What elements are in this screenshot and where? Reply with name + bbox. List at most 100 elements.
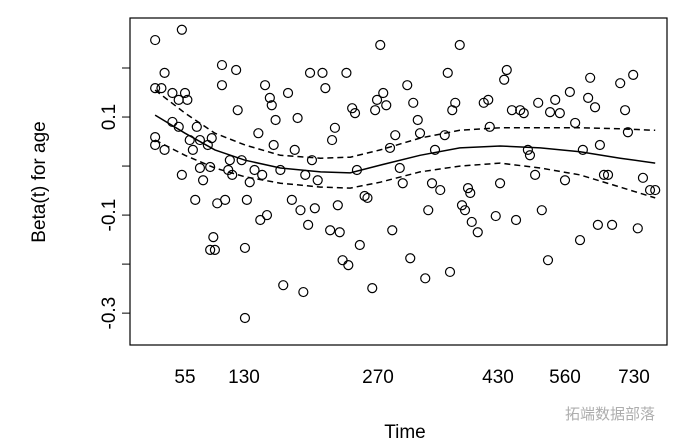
point: [650, 184, 661, 196]
point: [239, 312, 251, 324]
point: [574, 234, 586, 246]
point: [522, 144, 533, 155]
point: [295, 205, 306, 216]
point: [216, 80, 228, 91]
point: [264, 92, 275, 104]
point: [394, 162, 405, 174]
point: [466, 216, 477, 228]
point: [232, 105, 243, 116]
point: [341, 67, 352, 79]
point: [191, 121, 202, 132]
point: [275, 164, 286, 176]
point: [367, 283, 378, 294]
point: [622, 127, 634, 138]
point: [530, 169, 541, 180]
point: [298, 286, 309, 298]
point: [397, 178, 408, 189]
point: [194, 134, 206, 146]
point: [459, 205, 471, 216]
point: [332, 200, 343, 211]
point: [208, 232, 219, 243]
point: [329, 122, 341, 133]
point: [241, 194, 252, 205]
point: [524, 150, 536, 161]
point: [387, 225, 398, 236]
point: [412, 114, 423, 126]
point: [249, 164, 260, 176]
point: [343, 259, 354, 271]
point: [644, 184, 656, 196]
point: [282, 87, 294, 99]
point: [435, 184, 446, 196]
point: [632, 223, 643, 234]
point: [484, 121, 495, 132]
point: [334, 227, 345, 238]
point: [179, 87, 191, 99]
point: [190, 194, 201, 205]
point: [244, 177, 255, 188]
point: [544, 107, 556, 118]
point: [253, 128, 264, 139]
x-tick-label: 560: [549, 367, 581, 388]
point: [375, 39, 386, 51]
point: [602, 169, 614, 180]
point: [156, 83, 167, 94]
point: [585, 72, 596, 83]
point: [362, 192, 373, 204]
point: [255, 214, 266, 226]
point: [444, 266, 456, 278]
point: [570, 117, 581, 129]
x-tick-label: 270: [362, 367, 394, 388]
point: [150, 132, 161, 143]
point: [206, 133, 217, 144]
point: [349, 108, 361, 119]
point: [533, 97, 544, 108]
point: [194, 162, 206, 174]
point: [182, 94, 193, 105]
point: [559, 175, 571, 186]
x-axis-title: Time: [384, 422, 426, 443]
point: [483, 94, 494, 105]
point: [420, 273, 431, 284]
point: [224, 155, 235, 166]
point: [359, 190, 370, 202]
point: [490, 210, 501, 222]
point: [619, 105, 631, 116]
x-tick-label: 130: [228, 367, 260, 388]
y-tick-label: 0.1: [99, 104, 120, 130]
point: [589, 102, 601, 113]
point: [197, 175, 209, 186]
point: [205, 244, 216, 255]
point: [429, 144, 441, 155]
point: [378, 87, 389, 99]
point: [300, 169, 311, 180]
point: [227, 169, 238, 180]
point: [337, 255, 348, 266]
watermark: 拓端数据部落: [565, 406, 655, 423]
point: [159, 67, 170, 79]
point: [423, 205, 434, 216]
point: [494, 178, 506, 189]
point: [205, 161, 216, 173]
point: [598, 169, 610, 180]
point: [454, 39, 465, 51]
point: [450, 97, 461, 108]
point: [278, 280, 289, 291]
point: [239, 242, 251, 254]
point: [261, 209, 273, 221]
point: [615, 78, 626, 89]
point: [637, 172, 649, 183]
point: [564, 86, 575, 98]
x-tick-label: 55: [174, 367, 195, 388]
point: [268, 139, 279, 151]
point: [320, 83, 331, 94]
point: [176, 169, 187, 180]
lower-band: [154, 139, 656, 199]
point: [304, 67, 316, 79]
point: [472, 227, 483, 238]
point: [510, 214, 522, 226]
point: [231, 64, 242, 76]
point: [257, 169, 268, 180]
point: [167, 87, 178, 99]
